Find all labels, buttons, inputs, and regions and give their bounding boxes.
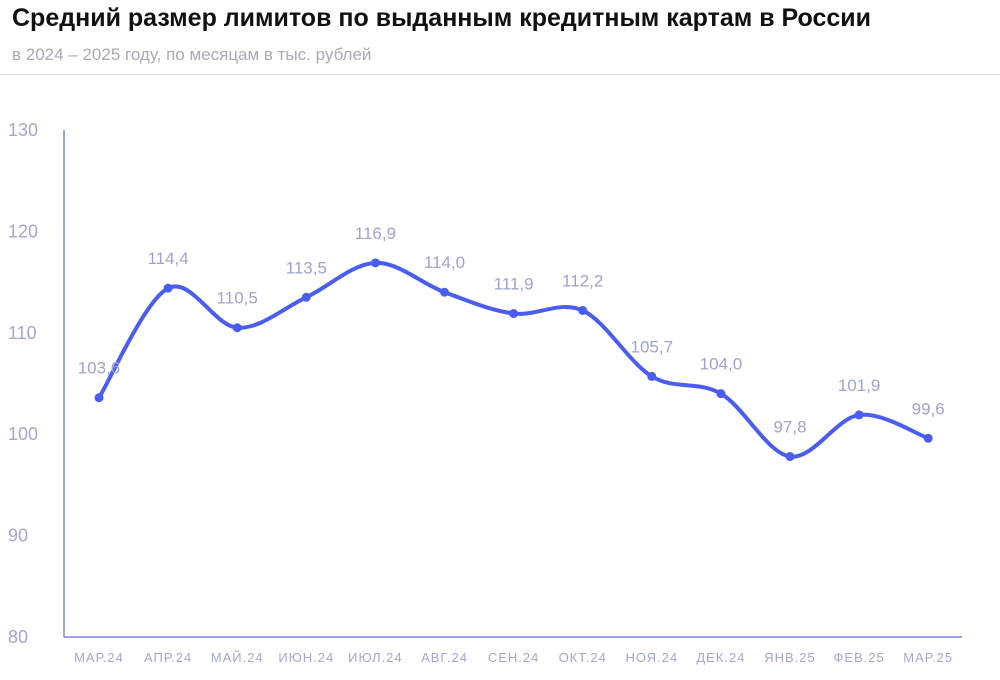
- x-tick-label: МАР.24: [74, 650, 124, 665]
- y-tick-label: 100: [8, 424, 38, 444]
- data-point: [854, 410, 864, 420]
- data-label: 99,6: [912, 399, 945, 418]
- x-tick-label: ОКТ.24: [559, 650, 607, 665]
- y-tick-label: 120: [8, 221, 38, 241]
- data-label: 112,2: [562, 271, 603, 290]
- x-tick-label: АПР.24: [144, 650, 192, 665]
- x-tick-label: МАР.25: [903, 650, 953, 665]
- data-point: [509, 309, 519, 319]
- x-tick-label: ИЮН.24: [278, 650, 334, 665]
- x-tick-label: ИЮЛ.24: [348, 650, 403, 665]
- x-tick-label: НОЯ.24: [625, 650, 678, 665]
- y-tick-label: 80: [8, 627, 28, 647]
- y-axis-ticks: 80 90 100 110 120 130: [8, 120, 38, 647]
- data-label: 105,7: [631, 337, 674, 356]
- y-tick-label: 90: [8, 526, 28, 546]
- data-point: [923, 433, 933, 443]
- x-tick-label: АВГ.24: [421, 650, 468, 665]
- data-point: [716, 389, 726, 399]
- data-label: 116,9: [355, 224, 396, 243]
- x-tick-label: ДЕК.24: [696, 650, 745, 665]
- data-label: 103,6: [78, 359, 121, 378]
- data-point: [232, 323, 242, 333]
- data-point: [370, 258, 380, 268]
- x-tick-label: ЯНВ.25: [764, 650, 816, 665]
- x-tick-label: СЕН.24: [488, 650, 540, 665]
- x-axis-ticks: МАР.24 АПР.24 МАЙ.24 ИЮН.24 ИЮЛ.24 АВГ.24 СЕН.…: [74, 650, 953, 665]
- chart-title: Средний размер лимитов по выданным креди…: [12, 4, 872, 32]
- data-label: 111,9: [494, 275, 534, 294]
- data-point: [301, 292, 311, 302]
- data-label: 97,8: [773, 418, 806, 437]
- data-point: [785, 452, 795, 462]
- data-label: 110,5: [217, 289, 258, 308]
- series-group: [94, 258, 933, 462]
- data-label: 101,9: [838, 376, 881, 395]
- data-point: [94, 393, 104, 403]
- x-tick-label: ФЕВ.25: [833, 650, 884, 665]
- data-point: [163, 283, 173, 293]
- data-label: 114,0: [424, 253, 465, 272]
- x-tick-label: МАЙ.24: [211, 650, 264, 665]
- data-label: 104,0: [700, 355, 743, 374]
- data-point: [647, 371, 657, 381]
- header-divider: [0, 74, 1000, 75]
- data-point: [578, 305, 588, 315]
- y-tick-label: 110: [8, 323, 37, 343]
- data-labels: 103,6 114,4 110,5 113,5 116,9 114,0 111,9 112,2…: [78, 224, 945, 437]
- y-tick-label: 130: [8, 120, 38, 140]
- data-label: 114,4: [147, 249, 188, 268]
- chart-axes: [63, 130, 962, 638]
- chart-subtitle: в 2024 – 2025 году, по месяцам в тыс. ру…: [12, 45, 372, 64]
- data-point: [440, 287, 449, 297]
- data-label: 113,5: [286, 258, 327, 277]
